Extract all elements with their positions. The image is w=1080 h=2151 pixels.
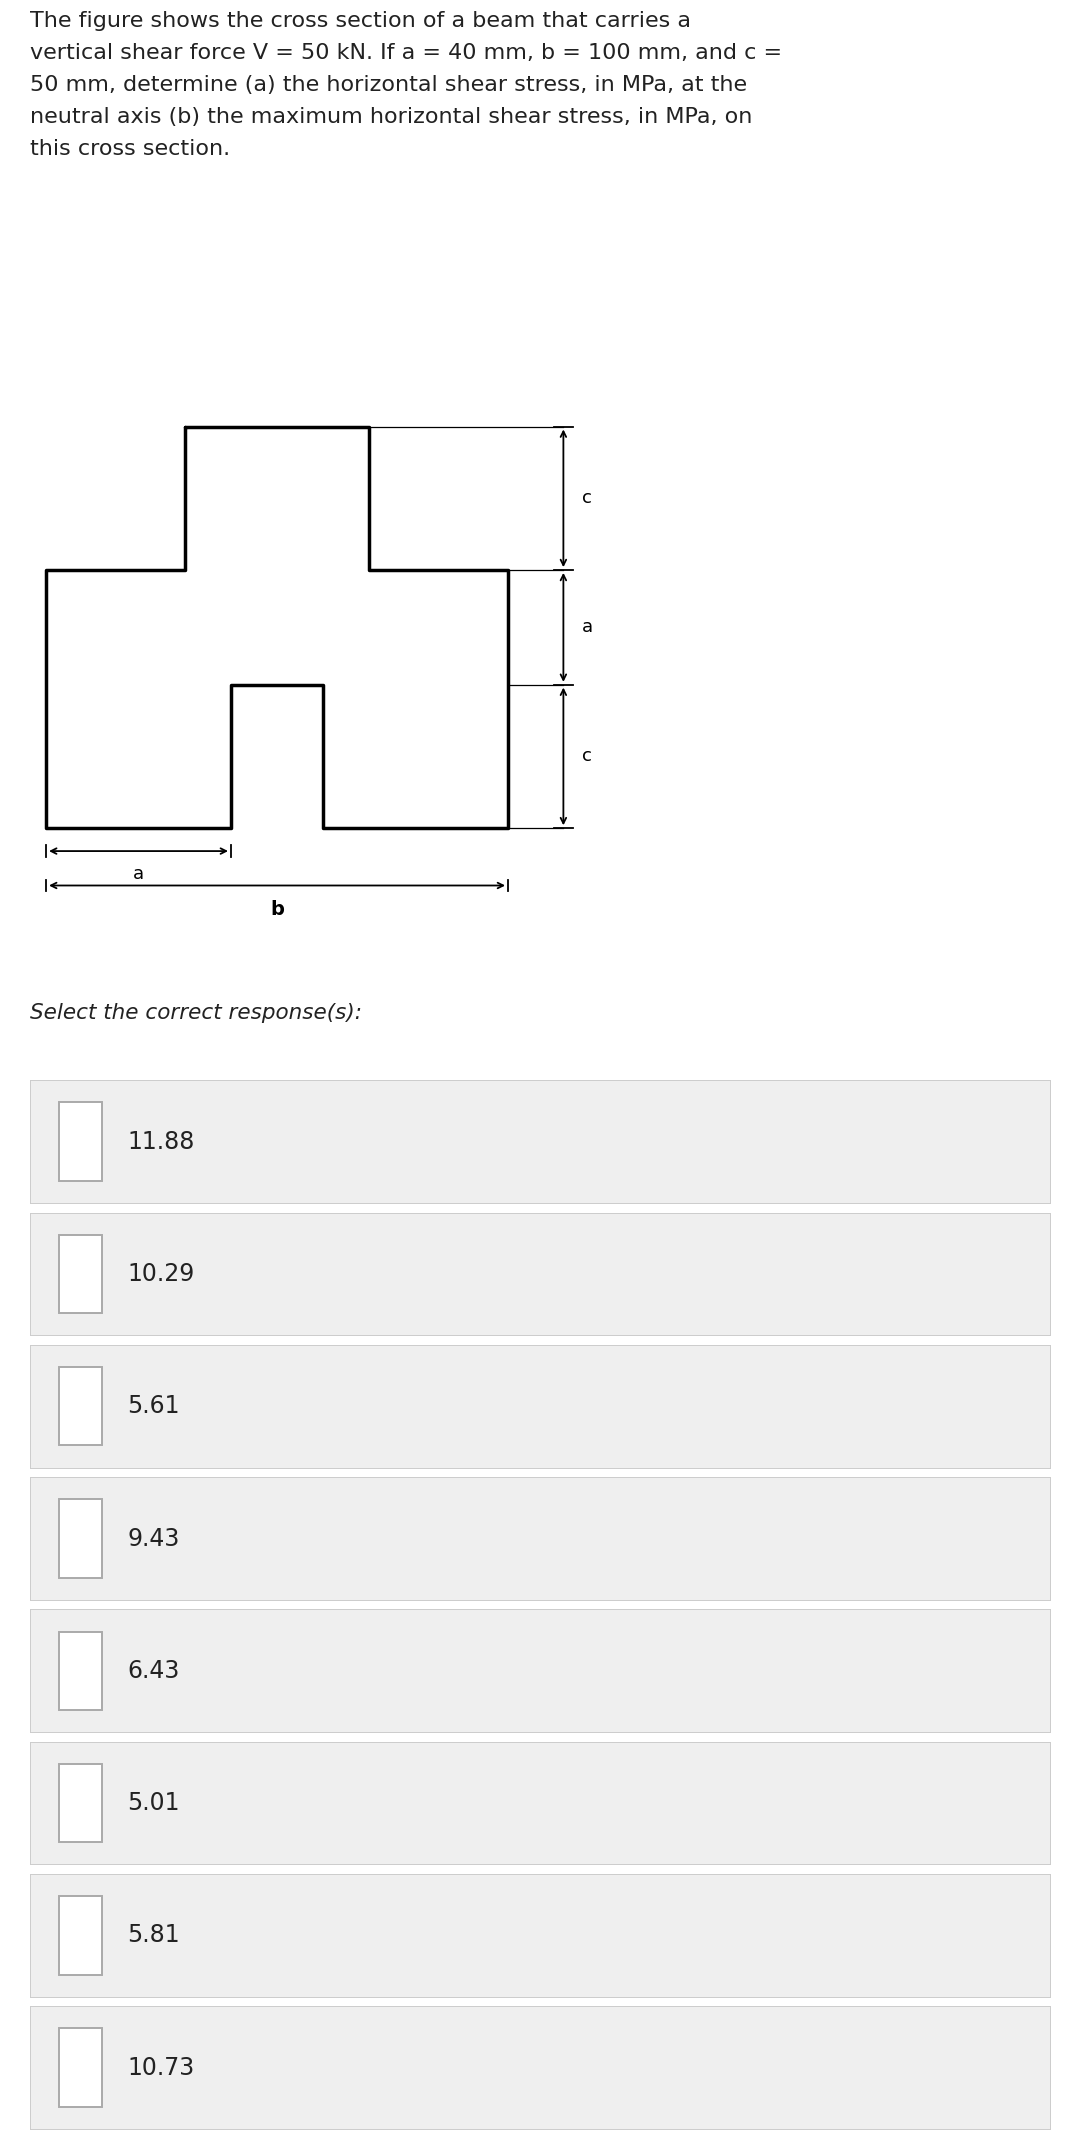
Text: c: c <box>582 488 592 508</box>
FancyBboxPatch shape <box>58 2028 102 2106</box>
Text: 5.61: 5.61 <box>127 1394 179 1418</box>
FancyBboxPatch shape <box>58 1897 102 1975</box>
FancyBboxPatch shape <box>58 1499 102 1577</box>
FancyBboxPatch shape <box>58 1368 102 1445</box>
Text: a: a <box>133 865 144 884</box>
Text: 5.01: 5.01 <box>127 1792 179 1815</box>
Text: Select the correct response(s):: Select the correct response(s): <box>30 1002 362 1024</box>
Text: a: a <box>582 617 593 637</box>
Text: 9.43: 9.43 <box>127 1527 179 1551</box>
Text: 5.81: 5.81 <box>127 1923 179 1947</box>
FancyBboxPatch shape <box>58 1764 102 1841</box>
Text: 11.88: 11.88 <box>127 1129 194 1153</box>
FancyBboxPatch shape <box>58 1103 102 1181</box>
Text: c: c <box>582 746 592 766</box>
Text: 10.73: 10.73 <box>127 2056 194 2080</box>
Text: The figure shows the cross section of a beam that carries a
vertical shear force: The figure shows the cross section of a … <box>30 11 782 159</box>
FancyBboxPatch shape <box>58 1235 102 1312</box>
Text: b: b <box>270 899 284 918</box>
FancyBboxPatch shape <box>58 1633 102 1710</box>
Text: 10.29: 10.29 <box>127 1263 194 1286</box>
Text: 6.43: 6.43 <box>127 1658 179 1682</box>
